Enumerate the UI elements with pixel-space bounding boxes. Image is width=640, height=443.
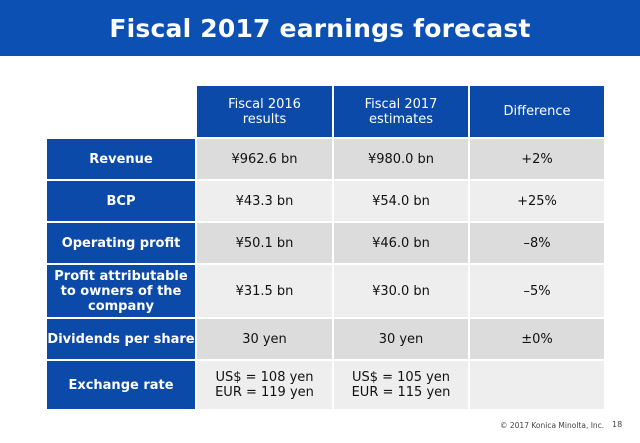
cell-fy2017: ¥46.0 bn — [334, 223, 468, 263]
cell-difference — [470, 361, 604, 409]
cell-difference: +25% — [470, 181, 604, 221]
table-corner — [47, 86, 195, 137]
title-bar: Fiscal 2017 earnings forecast — [0, 0, 640, 56]
table-row-operating-profit: Operating profit ¥50.1 bn ¥46.0 bn –8% — [47, 223, 604, 263]
cell-fy2016: US$ = 108 yen EUR = 119 yen — [197, 361, 332, 409]
column-header-fy2016: Fiscal 2016 results — [197, 86, 332, 137]
table-row-dividends: Dividends per share 30 yen 30 yen ±0% — [47, 319, 604, 359]
exchange-eur: EUR = 119 yen — [215, 385, 314, 400]
cell-fy2016: ¥43.3 bn — [197, 181, 332, 221]
cell-fy2017: ¥54.0 bn — [334, 181, 468, 221]
exchange-usd: US$ = 105 yen — [351, 370, 451, 385]
column-header-line: Fiscal 2017 — [364, 96, 438, 112]
table-row-bcp: BCP ¥43.3 bn ¥54.0 bn +25% — [47, 181, 604, 221]
table-row-exchange-rate: Exchange rate US$ = 108 yen EUR = 119 ye… — [47, 361, 604, 409]
table-row-revenue: Revenue ¥962.6 bn ¥980.0 bn +2% — [47, 139, 604, 179]
cell-difference: –5% — [470, 265, 604, 317]
cell-fy2016: ¥31.5 bn — [197, 265, 332, 317]
forecast-table: Fiscal 2016 results Fiscal 2017 estimate… — [45, 84, 606, 411]
cell-fy2017: ¥980.0 bn — [334, 139, 468, 179]
column-header-difference: Difference — [470, 86, 604, 137]
page-number: 18 — [612, 420, 623, 429]
cell-fy2016: ¥50.1 bn — [197, 223, 332, 263]
page-title: Fiscal 2017 earnings forecast — [109, 13, 531, 43]
exchange-usd: US$ = 108 yen — [215, 370, 314, 385]
cell-fy2016: 30 yen — [197, 319, 332, 359]
cell-difference: ±0% — [470, 319, 604, 359]
cell-fy2017: ¥30.0 bn — [334, 265, 468, 317]
row-label: Dividends per share — [47, 319, 195, 359]
row-label: Revenue — [47, 139, 195, 179]
column-header-fy2017: Fiscal 2017 estimates — [334, 86, 468, 137]
table-row-profit-attributable: Profit attributable to owners of the com… — [47, 265, 604, 317]
cell-difference: +2% — [470, 139, 604, 179]
cell-fy2017: 30 yen — [334, 319, 468, 359]
row-label: BCP — [47, 181, 195, 221]
column-header-line: Fiscal 2016 — [228, 96, 301, 112]
column-header-line: Difference — [503, 104, 571, 119]
copyright-notice: © 2017 Konica Minolta, Inc. — [500, 421, 605, 430]
column-header-line: results — [242, 111, 287, 127]
row-label: Exchange rate — [47, 361, 195, 409]
cell-fy2016: ¥962.6 bn — [197, 139, 332, 179]
column-header-line: estimates — [369, 111, 433, 127]
row-label: Profit attributable to owners of the com… — [47, 265, 195, 317]
row-label: Operating profit — [47, 223, 195, 263]
header-row: Fiscal 2016 results Fiscal 2017 estimate… — [47, 86, 604, 137]
cell-fy2017: US$ = 105 yen EUR = 115 yen — [334, 361, 468, 409]
cell-difference: –8% — [470, 223, 604, 263]
exchange-eur: EUR = 115 yen — [351, 385, 451, 400]
